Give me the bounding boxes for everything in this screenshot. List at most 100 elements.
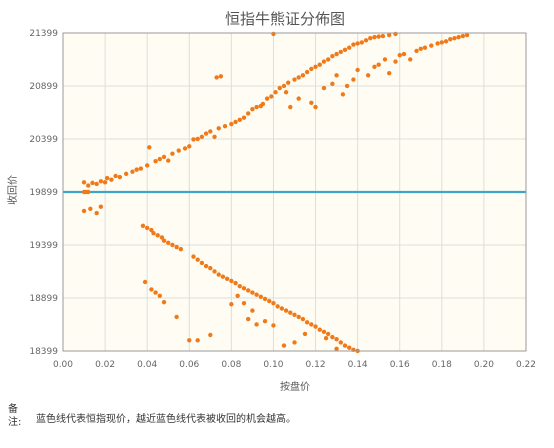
x-tick-label: 0.16 <box>390 360 410 370</box>
data-point <box>258 294 264 300</box>
data-point <box>161 299 167 305</box>
data-point <box>144 225 150 231</box>
data-point <box>435 41 440 46</box>
data-point <box>347 345 352 350</box>
data-point <box>330 334 335 340</box>
data-point <box>241 300 247 306</box>
data-point <box>208 332 213 338</box>
data-point <box>262 296 268 302</box>
data-point <box>195 338 200 343</box>
data-point <box>393 59 398 64</box>
data-point <box>104 175 110 181</box>
x-tick-label: 0.06 <box>179 360 199 370</box>
data-point <box>271 300 276 306</box>
data-point <box>182 146 188 151</box>
data-point <box>241 286 247 291</box>
x-tick-label: 0.02 <box>95 360 115 370</box>
data-point <box>292 77 297 82</box>
x-tick-label: 0.00 <box>53 360 73 370</box>
y-tick-label: 19399 <box>29 241 58 251</box>
data-point <box>233 280 238 286</box>
y-tick-labels: 18399 18899 19399 19899 20399 20899 21399 <box>29 29 58 357</box>
data-point <box>279 306 285 311</box>
note-label: 备注: <box>8 404 22 428</box>
scatter-chart: 0.00 0.02 0.04 0.06 0.08 0.10 0.12 0.14 0.16 0.18… <box>6 10 536 393</box>
data-point <box>149 287 154 292</box>
x-tick-label: 0.08 <box>221 360 241 370</box>
data-point <box>130 169 135 174</box>
data-point <box>359 40 365 45</box>
data-point <box>382 57 388 62</box>
data-point <box>250 290 255 295</box>
chart-title: 恒指牛熊证分佈图 <box>225 10 345 28</box>
data-point <box>464 32 470 38</box>
data-point <box>155 233 160 238</box>
data-point <box>187 144 192 149</box>
data-point <box>387 70 392 76</box>
data-point <box>342 47 348 53</box>
data-point <box>317 327 322 332</box>
y-tick-label: 19899 <box>29 188 58 198</box>
data-point <box>187 338 192 343</box>
data-point <box>102 180 108 185</box>
data-point <box>452 35 457 41</box>
data-point <box>153 290 158 295</box>
data-point <box>456 34 461 40</box>
data-point <box>340 92 346 97</box>
data-point <box>338 340 343 345</box>
x-tick-label: 0.22 <box>516 360 536 370</box>
data-point <box>304 320 310 325</box>
data-point <box>199 134 205 139</box>
data-point <box>309 322 314 327</box>
data-point <box>281 83 287 89</box>
data-point <box>321 59 327 64</box>
data-point <box>149 227 154 233</box>
data-point <box>246 316 251 322</box>
data-point <box>325 331 331 337</box>
data-point <box>203 131 209 136</box>
data-point <box>397 52 402 58</box>
data-point <box>288 104 293 110</box>
data-point <box>241 115 247 120</box>
data-point <box>422 45 428 50</box>
data-point <box>216 126 221 131</box>
data-point <box>296 314 301 320</box>
x-axis-label: 按盘价 <box>280 380 310 393</box>
data-point <box>166 240 171 245</box>
data-point <box>334 51 339 57</box>
data-point <box>195 136 200 142</box>
data-point <box>292 312 297 318</box>
data-point <box>429 43 434 48</box>
note-text: 蓝色线代表恒指现价，越近蓝色线代表被收回的机会越高。 <box>36 414 296 425</box>
data-point <box>88 206 93 212</box>
data-point <box>439 40 445 45</box>
data-point <box>321 85 327 91</box>
data-point <box>90 180 95 186</box>
data-point <box>342 343 348 348</box>
data-point <box>376 62 381 67</box>
data-point <box>275 304 280 309</box>
data-point <box>443 39 449 44</box>
data-point <box>401 51 407 57</box>
data-point <box>334 73 339 78</box>
data-point <box>98 179 104 184</box>
data-point <box>174 314 179 320</box>
data-point <box>134 167 139 172</box>
data-point <box>212 134 217 139</box>
data-point <box>283 90 289 95</box>
y-tick-label: 21399 <box>29 29 58 39</box>
data-point <box>260 101 266 107</box>
data-point <box>86 189 91 195</box>
data-point <box>372 64 377 70</box>
data-point <box>220 274 226 279</box>
data-point <box>138 166 144 171</box>
data-point <box>380 33 386 39</box>
x-tick-labels: 0.00 0.02 0.04 0.06 0.08 0.10 0.12 0.14 0.16 0.18… <box>53 360 536 370</box>
data-point <box>151 231 156 236</box>
data-point <box>212 269 217 274</box>
data-point <box>296 75 301 80</box>
data-point <box>208 129 213 134</box>
data-point <box>94 181 99 187</box>
data-point <box>123 171 129 177</box>
data-point <box>98 204 104 209</box>
